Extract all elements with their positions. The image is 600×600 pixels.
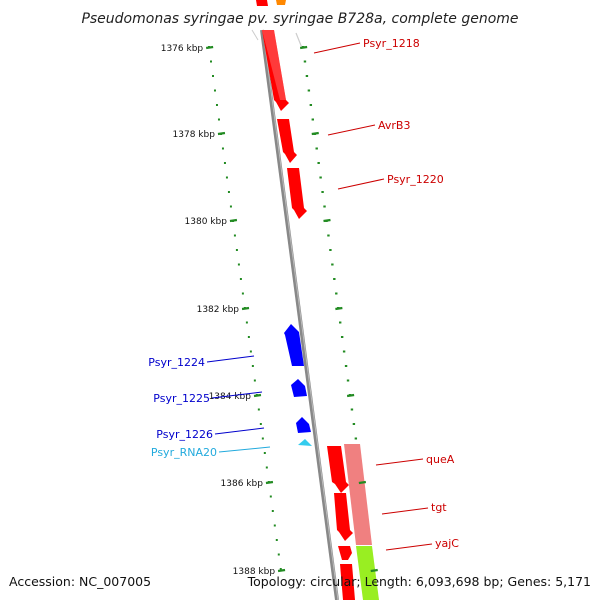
kbp-major-tick-outer bbox=[346, 393, 355, 398]
kbp-major-tick bbox=[241, 306, 250, 311]
gene-psyr-1220[interactable] bbox=[287, 168, 307, 219]
accession-text: Accession: NC_007005 bbox=[9, 574, 151, 589]
genome-backbone bbox=[260, 29, 339, 600]
feature-leader-line bbox=[381, 507, 429, 515]
gene-quea[interactable] bbox=[327, 446, 349, 493]
kbp-label: 1388 kbp bbox=[233, 567, 276, 577]
kbp-label: 1380 kbp bbox=[185, 217, 228, 227]
map-title: Pseudomonas syringae pv. syringae B728a,… bbox=[81, 11, 518, 27]
operon-band-pink bbox=[344, 444, 372, 545]
kbp-label: 1378 kbp bbox=[173, 130, 216, 140]
kbp-major-tick-outer bbox=[299, 45, 308, 50]
gene-avrb3[interactable] bbox=[277, 119, 297, 163]
inner-ring-edge bbox=[251, 29, 259, 41]
feature-label[interactable]: Psyr_RNA20 bbox=[151, 446, 217, 459]
gene-tgt[interactable] bbox=[334, 493, 353, 541]
feature-label[interactable]: queA bbox=[426, 453, 455, 466]
kbp-major-tick bbox=[277, 568, 286, 573]
genome-backbone-highlight bbox=[262, 29, 339, 600]
rna-psyr-rna20[interactable] bbox=[298, 439, 312, 446]
gene-psyr-1218-shade bbox=[262, 30, 286, 100]
kbp-major-tick-outer bbox=[323, 218, 331, 223]
gene-psyr-1225[interactable] bbox=[291, 379, 307, 397]
gene-red-partial-top[interactable] bbox=[256, 0, 268, 6]
gene-orange-partial[interactable] bbox=[276, 0, 286, 5]
gene-red-partial-bottom[interactable] bbox=[340, 564, 355, 600]
gene-psyr-1226[interactable] bbox=[296, 417, 311, 433]
kbp-major-tick bbox=[217, 131, 226, 136]
feature-leader-line bbox=[385, 543, 433, 551]
kbp-scale: 1376 kbp 1378 kbp 1380 kbp 1382 kbp 1384 kbp… bbox=[161, 44, 378, 577]
kbp-major-tick-outer bbox=[358, 480, 367, 485]
feature-label[interactable]: tgt bbox=[431, 501, 447, 514]
kbp-major-tick-outer bbox=[335, 306, 343, 311]
feature-leader-line bbox=[218, 446, 271, 453]
feature-label[interactable]: Psyr_1224 bbox=[148, 356, 205, 369]
feature-labels: Psyr_1218 AvrB3 Psyr_1220 Psyr_1224 Psyr_122… bbox=[148, 37, 459, 551]
feature-leader-line bbox=[214, 427, 265, 435]
feature-label[interactable]: Psyr_1218 bbox=[363, 37, 420, 50]
kbp-label: 1386 kbp bbox=[221, 479, 264, 489]
gene-psyr-1218[interactable] bbox=[262, 30, 289, 111]
feature-label[interactable]: Psyr_1226 bbox=[156, 428, 213, 441]
kbp-label: 1376 kbp bbox=[161, 44, 204, 54]
kbp-major-tick bbox=[253, 393, 262, 398]
feature-label[interactable]: yajC bbox=[435, 537, 459, 550]
feature-label[interactable]: Psyr_1225 bbox=[153, 392, 210, 405]
feature-leader-line bbox=[337, 178, 385, 190]
feature-label[interactable]: AvrB3 bbox=[378, 119, 410, 132]
kbp-label: 1382 kbp bbox=[197, 305, 240, 315]
feature-leader-line bbox=[206, 355, 255, 363]
feature-leader-line bbox=[375, 458, 424, 466]
outer-ring-edge bbox=[295, 32, 303, 49]
operon-band-green bbox=[356, 546, 379, 600]
gene-psyr-1224[interactable] bbox=[284, 324, 304, 366]
kbp-major-tick bbox=[205, 45, 214, 50]
kbp-major-tick bbox=[265, 480, 274, 485]
genome-summary-text: Topology: circular; Length: 6,093,698 bp… bbox=[247, 574, 591, 589]
feature-leader-line bbox=[211, 391, 263, 399]
feature-leader-line bbox=[327, 124, 376, 136]
kbp-major-tick-outer bbox=[370, 568, 378, 573]
kbp-label: 1384 kbp bbox=[209, 392, 252, 402]
gene-yajc[interactable] bbox=[338, 546, 352, 560]
kbp-major-tick-outer bbox=[311, 131, 319, 136]
feature-label[interactable]: Psyr_1220 bbox=[387, 173, 444, 186]
feature-leader-line bbox=[313, 42, 361, 54]
kbp-major-tick bbox=[229, 218, 238, 223]
